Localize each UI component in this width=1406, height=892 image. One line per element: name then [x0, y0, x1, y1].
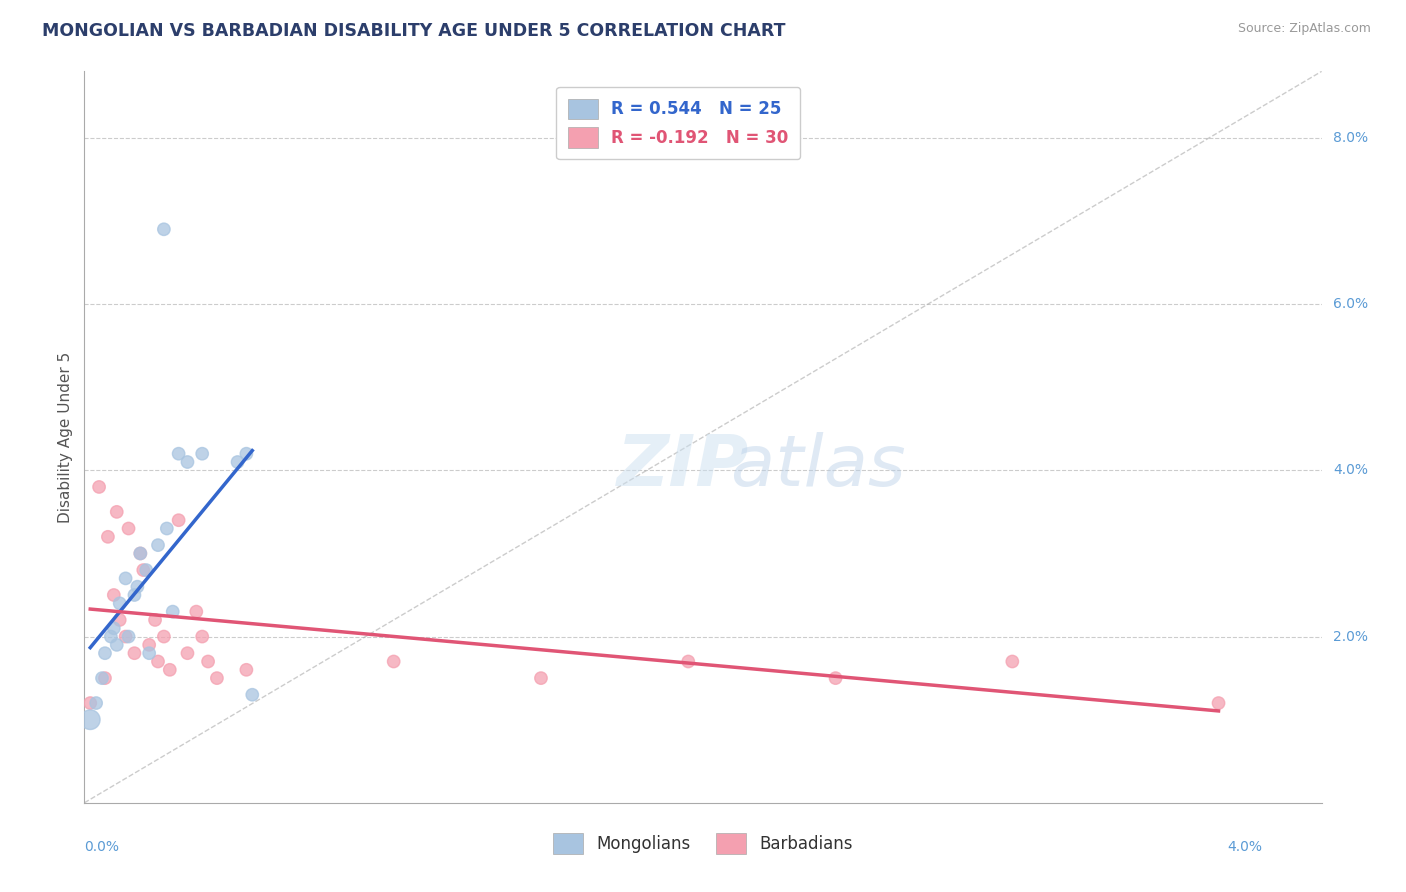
Point: [79, 696, 101, 710]
Point: [186, 605, 208, 619]
Point: [1208, 696, 1230, 710]
Point: [117, 521, 139, 535]
Point: [108, 596, 131, 610]
Point: [191, 630, 214, 644]
Point: [176, 646, 198, 660]
Point: [824, 671, 846, 685]
Point: [84, 696, 107, 710]
Point: [678, 655, 700, 669]
Point: [97, 530, 120, 544]
Point: [114, 571, 136, 585]
Point: [94, 671, 117, 685]
Point: [167, 447, 190, 461]
Point: [117, 630, 139, 644]
Point: [235, 447, 257, 461]
Point: [105, 638, 128, 652]
Point: [382, 655, 405, 669]
Text: MONGOLIAN VS BARBADIAN DISABILITY AGE UNDER 5 CORRELATION CHART: MONGOLIAN VS BARBADIAN DISABILITY AGE UN…: [42, 22, 786, 40]
Point: [100, 630, 122, 644]
Point: [146, 655, 169, 669]
Point: [1001, 655, 1024, 669]
Point: [153, 630, 176, 644]
Point: [159, 663, 181, 677]
Point: [124, 646, 146, 660]
Point: [226, 455, 249, 469]
Point: [103, 621, 125, 635]
Point: [124, 588, 146, 602]
Legend: Mongolians, Barbadians: Mongolians, Barbadians: [547, 827, 859, 860]
Point: [94, 646, 117, 660]
Text: 4.0%: 4.0%: [1333, 463, 1368, 477]
Point: [530, 671, 553, 685]
Point: [129, 546, 152, 560]
Text: 4.0%: 4.0%: [1227, 840, 1263, 855]
Text: Source: ZipAtlas.com: Source: ZipAtlas.com: [1237, 22, 1371, 36]
Text: atlas: atlas: [616, 432, 905, 500]
Point: [167, 513, 190, 527]
Point: [176, 455, 198, 469]
Point: [138, 646, 160, 660]
Text: 2.0%: 2.0%: [1333, 630, 1368, 643]
Point: [87, 480, 110, 494]
Text: 8.0%: 8.0%: [1333, 131, 1368, 145]
Point: [153, 222, 176, 236]
Point: [235, 663, 257, 677]
Point: [138, 638, 160, 652]
Point: [129, 546, 152, 560]
Point: [205, 671, 228, 685]
Point: [197, 655, 219, 669]
Point: [79, 713, 101, 727]
Y-axis label: Disability Age Under 5: Disability Age Under 5: [58, 351, 73, 523]
Point: [105, 505, 128, 519]
Point: [156, 521, 179, 535]
Point: [143, 613, 166, 627]
Text: 6.0%: 6.0%: [1333, 297, 1368, 311]
Text: ZIP: ZIP: [616, 432, 748, 500]
Point: [146, 538, 169, 552]
Point: [135, 563, 157, 577]
Point: [132, 563, 155, 577]
Point: [240, 688, 263, 702]
Point: [127, 580, 149, 594]
Point: [103, 588, 125, 602]
Point: [191, 447, 214, 461]
Point: [91, 671, 114, 685]
Point: [162, 605, 184, 619]
Point: [114, 630, 136, 644]
Text: 0.0%: 0.0%: [84, 840, 120, 855]
Point: [108, 613, 131, 627]
